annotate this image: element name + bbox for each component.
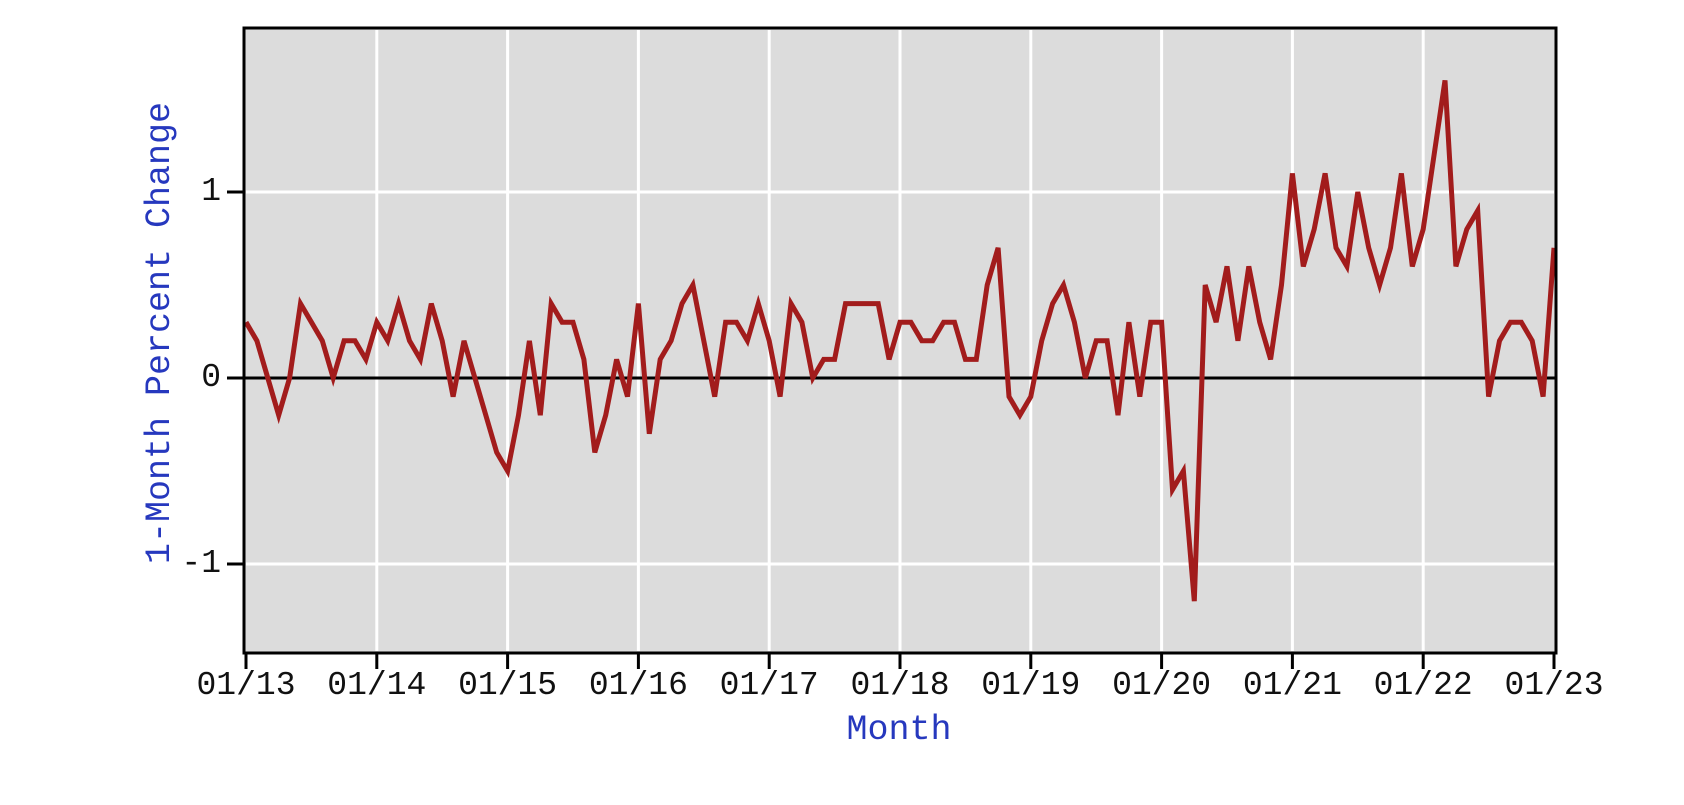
y-tick-label: 0 [201,359,221,396]
x-tick-label: 01/16 [588,667,688,704]
y-tick-label: -1 [181,545,221,582]
x-tick-label: 01/21 [1242,667,1342,704]
x-tick-label: 01/18 [850,667,950,704]
x-axis-title: Month [846,710,952,750]
x-tick-label: 01/13 [196,667,296,704]
series-line [243,80,1557,602]
y-tick-label: 1 [201,173,221,210]
x-tick-label: 01/19 [981,667,1081,704]
x-tick-label: 01/14 [327,667,427,704]
x-tick-label: 01/15 [458,667,558,704]
x-tick-label: 01/20 [1112,667,1212,704]
x-tick-label: 01/23 [1504,667,1604,704]
x-tick-label: 01/17 [719,667,819,704]
x-tick-label: 01/22 [1373,667,1473,704]
y-axis-title: 1-Month Percent Change [140,101,180,565]
